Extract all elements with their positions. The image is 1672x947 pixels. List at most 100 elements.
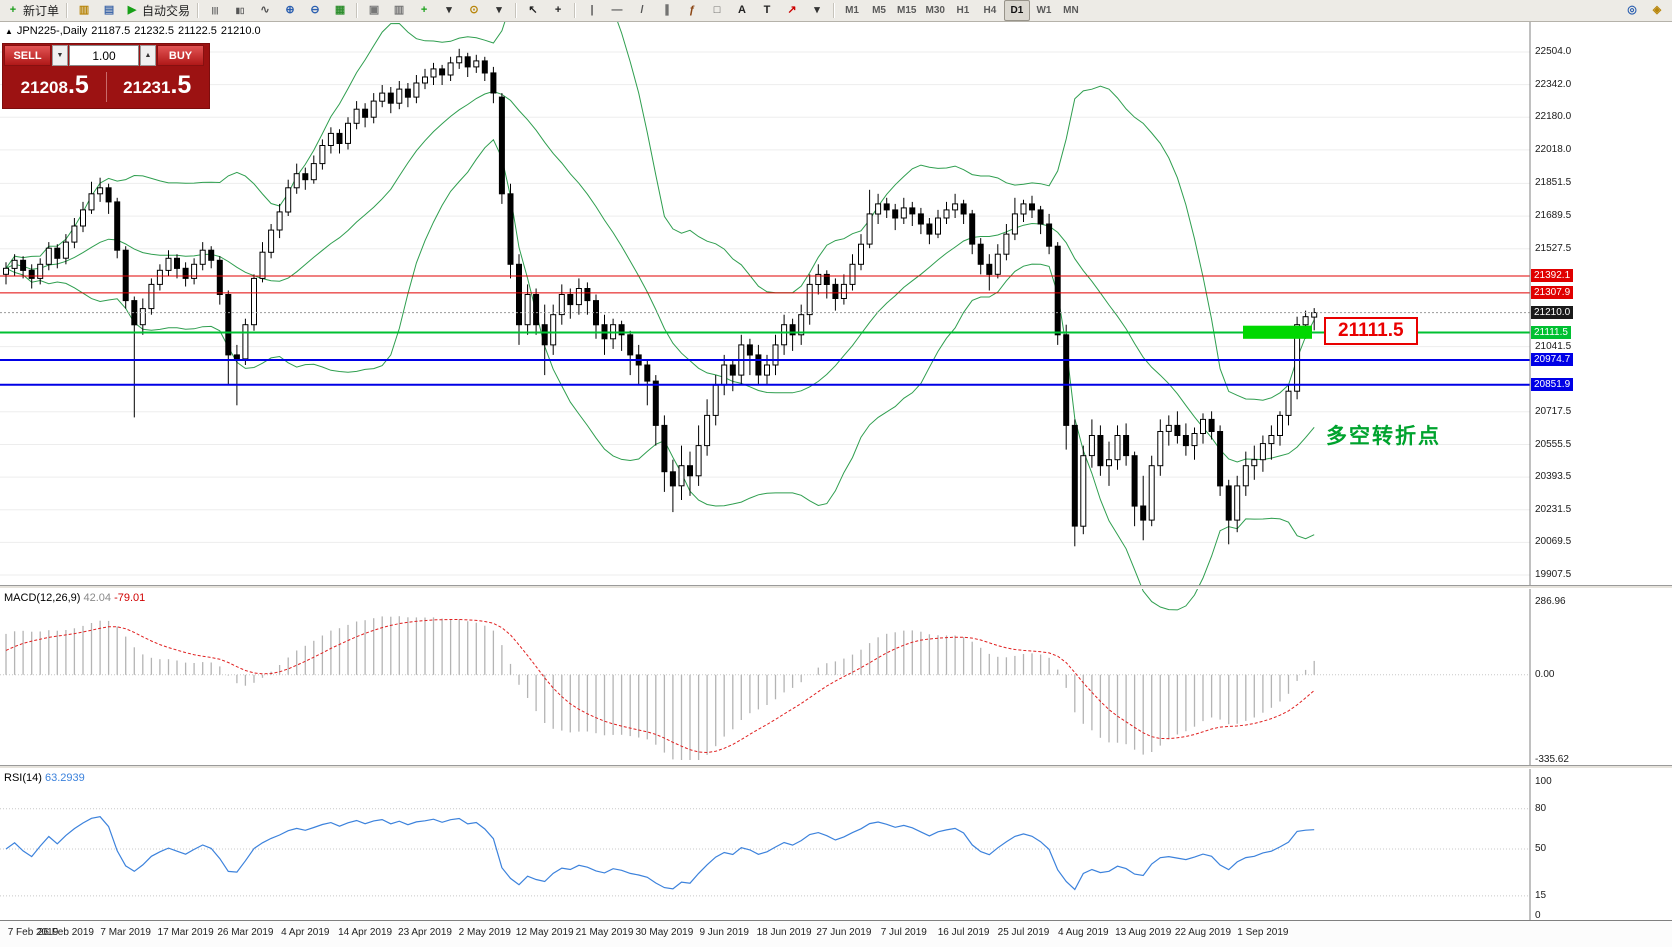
drag-tool-button[interactable]: ◈	[1645, 1, 1669, 20]
ohlc-close: 21210.0	[220, 25, 261, 37]
clock-icon: ⊙	[469, 4, 479, 16]
toolbar-separator	[833, 3, 836, 18]
auto-trading-button[interactable]: ▶ 自动交易	[122, 1, 193, 20]
timeframe-m30-button[interactable]: M30	[925, 5, 945, 16]
channel-button[interactable]: ∥	[655, 1, 679, 20]
vertical-line-button[interactable]: |	[580, 1, 604, 20]
horizontal-line-button[interactable]: —	[605, 1, 629, 20]
date-axis-label: 12 May 2019	[515, 927, 574, 938]
timeframe-m1-button[interactable]: M1	[845, 5, 859, 16]
indicators-dropdown[interactable]: ▾	[437, 1, 461, 20]
symbol-name: JPN225-,Daily	[16, 25, 88, 37]
price-tag: 20974.7	[1531, 353, 1574, 366]
price-divider	[105, 71, 107, 102]
price-tag: 21392.1	[1531, 269, 1574, 282]
cursor-icon: ↖	[528, 4, 538, 16]
volume-increase-button[interactable]: ▲	[140, 45, 156, 66]
date-axis-label: 30 May 2019	[635, 927, 694, 938]
bar-chart-button[interactable]: |||	[203, 1, 227, 20]
zoom-tool-button[interactable]: ◎	[1620, 1, 1644, 20]
candle-chart-button[interactable]: ▮▯	[228, 1, 252, 20]
timeframe-w1-button[interactable]: W1	[1036, 5, 1052, 16]
cursor-button[interactable]: ↖	[521, 1, 545, 20]
rsi-axis-label: 0	[1535, 910, 1541, 921]
horizontal-line-icon: —	[611, 4, 623, 16]
ohlc-low: 21122.5	[177, 25, 217, 37]
periods-button[interactable]: ⊙	[462, 1, 486, 20]
trendline-button[interactable]: /	[630, 1, 654, 20]
text-label-button[interactable]: T	[755, 1, 779, 20]
toolbar-separator	[66, 3, 69, 18]
timeframe-d1-button[interactable]: D1	[1003, 0, 1030, 21]
timeframe-m15-button[interactable]: M15	[897, 5, 917, 16]
buy-price-frac: .5	[170, 71, 192, 99]
volume-decrease-button[interactable]: ▼	[52, 45, 68, 66]
price-callout[interactable]: 21111.5	[1324, 316, 1418, 345]
macd-name: MACD(12,26,9)	[4, 592, 81, 604]
fibonacci-button[interactable]: ƒ	[680, 1, 704, 20]
sell-price-frac: .5	[67, 71, 89, 99]
price-axis-label: 21689.5	[1535, 210, 1572, 222]
date-axis-label: 13 Aug 2019	[1115, 927, 1172, 938]
date-axis-label: 22 Aug 2019	[1174, 927, 1232, 938]
tile-windows-icon: ▦	[334, 4, 346, 16]
timeframe-mn-button[interactable]: MN	[1063, 5, 1079, 16]
timeframe-m5-button[interactable]: M5	[872, 5, 886, 16]
price-tag: 20851.9	[1531, 377, 1574, 391]
date-axis-label: 9 Jun 2019	[699, 927, 749, 938]
arrows-button[interactable]: ↗	[780, 1, 804, 20]
date-axis-label: 7 Mar 2019	[100, 927, 151, 938]
new-chart-button[interactable]: ▥	[72, 1, 96, 20]
date-axis-label: 14 Apr 2019	[338, 927, 393, 938]
price-chart-canvas[interactable]	[0, 22, 1672, 946]
panel-splitter[interactable]	[0, 585, 1672, 589]
line-chart-button[interactable]: ∿	[253, 1, 277, 20]
periods-dropdown[interactable]: ▾	[487, 1, 511, 20]
one-click-trading-panel: SELL ▼ ▲ BUY 21208.5 21231.5	[2, 43, 210, 109]
text-button[interactable]: A	[730, 1, 754, 20]
tile-windows-button[interactable]: ▦	[328, 1, 352, 20]
tile-horizontal-button[interactable]: ▥	[387, 1, 411, 20]
price-axis-label: 20393.5	[1535, 471, 1572, 483]
buy-button[interactable]: BUY	[157, 45, 204, 66]
chart-area[interactable]: ▲ JPN225-,Daily 21187.5 21232.5 21122.5 21210…	[0, 22, 1672, 947]
timeframe-h1-button[interactable]: H1	[956, 5, 970, 16]
sell-button[interactable]: SELL	[4, 45, 51, 66]
caret-down-icon: ▾	[814, 4, 820, 16]
zoom-in-button[interactable]: ⊕	[278, 1, 302, 20]
date-axis-label: 25 Jul 2019	[997, 927, 1050, 938]
cascade-windows-button[interactable]: ▣	[362, 1, 386, 20]
arrows-dropdown[interactable]: ▾	[805, 1, 829, 20]
price-tag: 21111.5	[1531, 325, 1571, 339]
zoom-out-button[interactable]: ⊖	[303, 1, 327, 20]
volume-input[interactable]	[69, 45, 139, 66]
macd-axis-label: 0.00	[1535, 668, 1555, 680]
indicators-button[interactable]: +	[412, 1, 436, 20]
date-axis-label: 26 Mar 2019	[217, 927, 274, 938]
price-axis-label: 21527.5	[1535, 242, 1572, 254]
panel-splitter[interactable]	[0, 765, 1672, 769]
date-axis-label: 23 Apr 2019	[398, 927, 452, 938]
price-axis-label: 20555.5	[1535, 438, 1572, 450]
buy-price-display[interactable]: 21231.5	[107, 65, 209, 108]
new-order-button[interactable]: + 新订单	[3, 1, 62, 20]
new-order-button-label: 新订单	[23, 4, 60, 18]
crosshair-button[interactable]: +	[546, 1, 570, 20]
top-toolbar: + 新订单 ▥ ▤ ▶ 自动交易 ||| ▮▯ ∿ ⊕ ⊖ ▦ ▣ ▥ + ▾ ⊙ ▾ ↖ + | — / ∥ ƒ □ A T ↗ ▾ M1…	[0, 0, 1672, 22]
price-axis-label: 20717.5	[1535, 405, 1572, 417]
sell-price-display[interactable]: 21208.5	[4, 65, 106, 108]
profiles-icon: ▤	[103, 4, 115, 16]
date-axis-label: 18 Jun 2019	[756, 927, 812, 938]
shapes-button[interactable]: □	[705, 1, 729, 20]
fibonacci-icon: ƒ	[688, 4, 696, 16]
buy-price-main: 21231	[123, 78, 171, 97]
order-plus-icon: +	[9, 4, 17, 16]
timeframe-h4-button[interactable]: H4	[983, 5, 997, 16]
macd-signal-value: -79.01	[114, 592, 146, 604]
profiles-button[interactable]: ▤	[97, 1, 121, 20]
new-chart-icon: ▥	[78, 4, 90, 16]
price-axis-label: 20069.5	[1535, 536, 1572, 548]
price-axis-label: 22018.0	[1535, 143, 1572, 155]
date-axis-label: 1 Sep 2019	[1237, 927, 1289, 938]
auto-trading-button-label: 自动交易	[142, 4, 191, 18]
